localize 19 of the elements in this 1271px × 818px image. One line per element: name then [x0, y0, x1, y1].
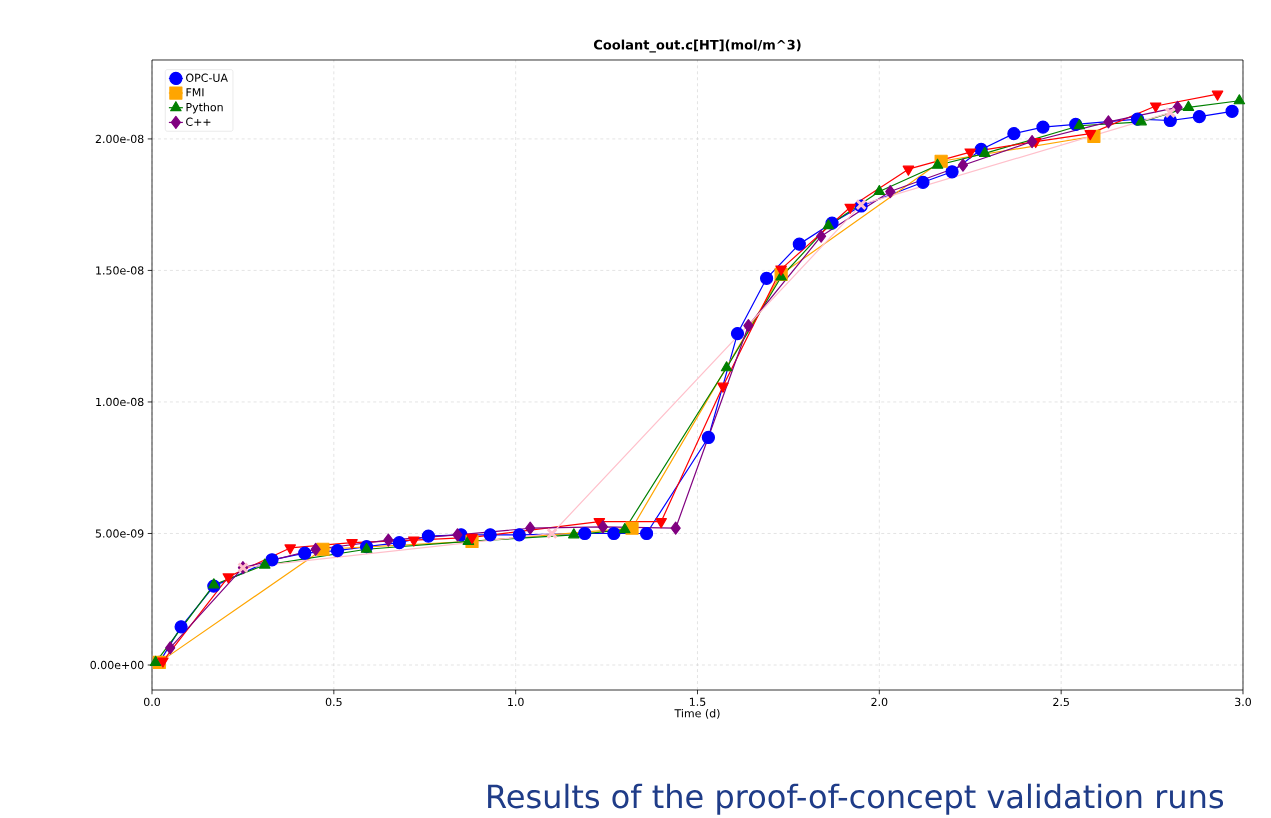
y-tick-label: 1.50e-08: [96, 266, 144, 275]
x-tick-label: 0.5: [325, 697, 342, 707]
y-tick-label: 5.00e-09: [95, 529, 144, 538]
x-tick-label: 1.0: [508, 697, 524, 707]
legend-label: OPC-UA: [186, 73, 228, 82]
chart-title: Coolant_out.c[HT](mol/m^3): [593, 39, 801, 53]
legend-label: C++: [186, 117, 211, 126]
y-tick-label: 2.00e-08: [95, 134, 144, 144]
x-tick-label: 0.0: [143, 697, 161, 707]
y-tick-label: 0.00e+00: [90, 660, 144, 670]
x-tick-label: 1.5: [689, 697, 706, 706]
x-axis-title: Time (d): [674, 708, 720, 719]
x-tick-label: 2.0: [871, 697, 888, 707]
text: Results of the proof-of-concept validation runs: [488, 783, 1224, 815]
x-tick-label: 3.0: [1235, 697, 1251, 707]
legend-label: FMI: [186, 88, 204, 97]
y-tick-label: 1.00e-08: [96, 397, 144, 407]
legend-label: Python: [186, 102, 223, 114]
x-tick-label: 2.5: [1053, 697, 1069, 707]
